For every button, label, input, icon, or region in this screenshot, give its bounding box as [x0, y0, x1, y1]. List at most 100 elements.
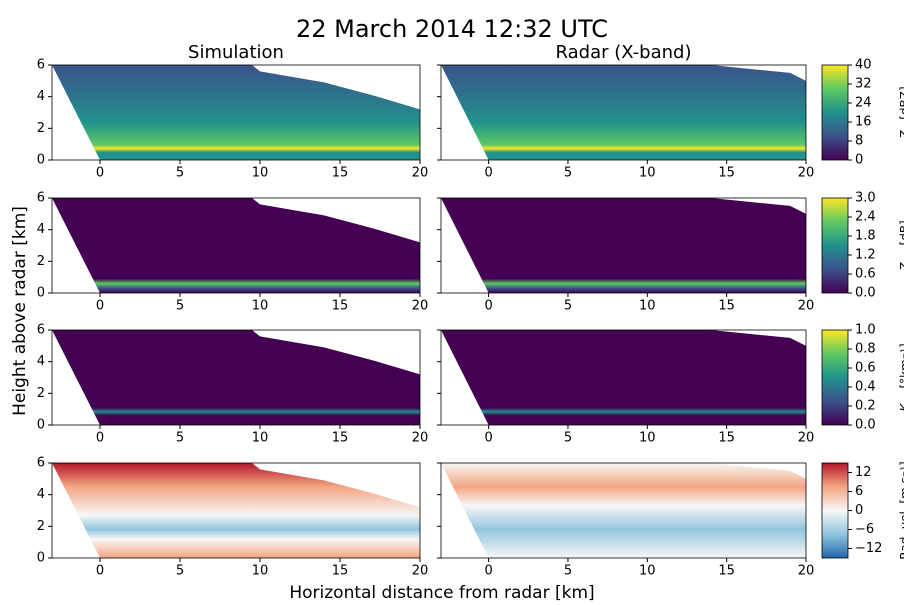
y-tick-label: 6	[37, 323, 45, 338]
x-tick-label: 15	[718, 431, 735, 446]
field	[441, 463, 806, 558]
label-unit: [dBZ]	[898, 86, 904, 123]
colorbar-tick-label: −12	[855, 541, 882, 556]
figure-title: 22 March 2014 12:32 UTC	[296, 15, 608, 43]
x-tick-label: 15	[332, 564, 349, 579]
colorbar-tick-label: 1.0	[855, 323, 876, 338]
colorbar-tick-label: 0.6	[855, 267, 876, 282]
y-tick-label: 0	[37, 286, 45, 301]
x-tick-label: 15	[718, 166, 735, 181]
colorbar-tick-label: 2.4	[855, 210, 876, 225]
x-tick-label: 5	[176, 431, 184, 446]
x-tick-label: 10	[639, 431, 656, 446]
x-tick-label: 0	[96, 166, 104, 181]
x-tick-label: 15	[718, 564, 735, 579]
colorbar-tick-label: 1.8	[855, 229, 876, 244]
panel-frame	[51, 329, 421, 426]
x-tick-label: 10	[252, 564, 269, 579]
panel-frame	[51, 197, 421, 294]
colorbar-tick-label: 0	[855, 153, 863, 168]
x-tick-label: 10	[639, 564, 656, 579]
x-tick-label: 5	[564, 564, 572, 579]
colorbar-label: Kdp [°km⁻¹]	[898, 343, 904, 411]
y-tick-label: 2	[37, 519, 45, 534]
panel-frame	[440, 197, 807, 294]
colorbar-tick-label: 40	[855, 58, 872, 73]
field	[441, 198, 806, 293]
field	[52, 463, 420, 558]
y-tick-label: 0	[37, 153, 45, 168]
colorbar-tick-label: 0.0	[855, 286, 876, 301]
label-symbol: Rad. vel. [m s⁻¹]	[898, 461, 904, 559]
colorbar-tick-label: 6	[855, 484, 863, 499]
x-tick-label: 0	[484, 299, 492, 314]
x-tick-label: 0	[96, 299, 104, 314]
x-tick-label: 10	[252, 431, 269, 446]
colorbar	[821, 64, 849, 161]
field	[52, 198, 420, 293]
x-tick-label: 0	[484, 166, 492, 181]
colorbar-tick-label: 12	[855, 465, 872, 480]
y-tick-label: 4	[37, 487, 45, 502]
colorbar-tick-label: 0.0	[855, 418, 876, 433]
colorbar-tick-label: −6	[855, 522, 874, 537]
y-tick-label: 6	[37, 456, 45, 471]
colorbar-tick-label: 8	[855, 134, 863, 149]
panel-frame	[51, 462, 421, 559]
x-tick-label: 15	[332, 431, 349, 446]
x-tick-label: 5	[564, 299, 572, 314]
x-tick-label: 10	[639, 166, 656, 181]
colorbar-tick-label: 0.6	[855, 361, 876, 376]
x-tick-label: 20	[412, 431, 429, 446]
label-symbol: K	[898, 403, 904, 412]
colorbar-tick-label: 1.2	[855, 248, 876, 263]
x-tick-label: 0	[484, 431, 492, 446]
label-symbol: Z	[898, 130, 904, 140]
panel-frame	[440, 329, 807, 426]
field	[52, 65, 420, 160]
y-tick-label: 2	[37, 254, 45, 269]
colorbar-tick-label: 0.8	[855, 342, 876, 357]
y-tick-label: 6	[37, 58, 45, 73]
colorbar	[821, 462, 849, 559]
colorbar-label: Rad. vel. [m s⁻¹]	[898, 461, 904, 559]
colorbar-tick-label: 16	[855, 115, 872, 130]
y-tick-label: 4	[37, 222, 45, 237]
x-tick-label: 20	[798, 166, 815, 181]
x-tick-label: 5	[564, 166, 572, 181]
x-tick-label: 5	[176, 564, 184, 579]
colorbar-label: ZH [dBZ]	[898, 86, 904, 139]
x-tick-label: 0	[96, 431, 104, 446]
y-tick-label: 0	[37, 551, 45, 566]
y-tick-label: 4	[37, 354, 45, 369]
x-tick-label: 15	[332, 299, 349, 314]
colorbar-label: ZDR [dB]	[898, 220, 904, 271]
label-unit: [°km⁻¹]	[898, 343, 904, 392]
panel-title: Radar (X-band)	[556, 42, 692, 63]
field	[441, 65, 806, 160]
label-unit: [dB]	[898, 220, 904, 249]
x-tick-label: 5	[176, 299, 184, 314]
colorbar	[821, 329, 849, 426]
field	[52, 330, 420, 425]
y-tick-label: 0	[37, 418, 45, 433]
y-tick-label: 2	[37, 121, 45, 136]
x-tick-label: 20	[798, 431, 815, 446]
y-tick-label: 4	[37, 89, 45, 104]
colorbar-tick-label: 32	[855, 77, 872, 92]
x-tick-label: 5	[176, 166, 184, 181]
x-tick-label: 10	[252, 166, 269, 181]
y-axis-label: Height above radar [km]	[10, 206, 30, 416]
y-tick-label: 2	[37, 386, 45, 401]
label-symbol: Z	[898, 262, 904, 272]
x-tick-label: 20	[412, 299, 429, 314]
panel-frame	[440, 462, 807, 559]
x-tick-label: 10	[252, 299, 269, 314]
colorbar-tick-label: 0	[855, 503, 863, 518]
x-tick-label: 0	[96, 564, 104, 579]
panel-frame	[440, 64, 807, 161]
x-tick-label: 20	[412, 166, 429, 181]
colorbar-tick-label: 3.0	[855, 191, 876, 206]
x-tick-label: 20	[798, 564, 815, 579]
panel-frame	[51, 64, 421, 161]
